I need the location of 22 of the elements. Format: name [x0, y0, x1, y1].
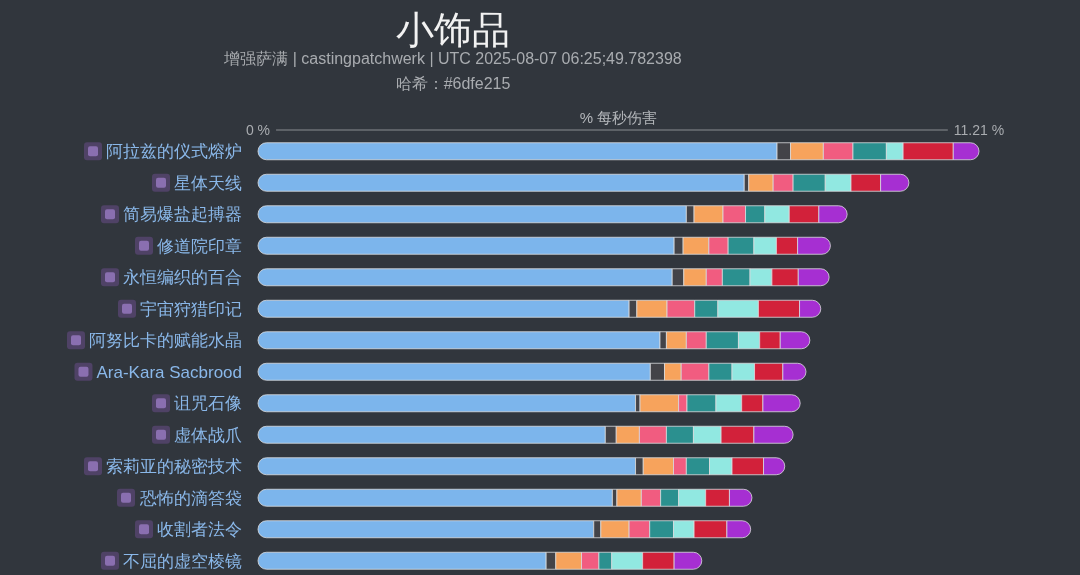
y-tick-label: 恐怖的滴答袋 — [139, 488, 242, 508]
x-tick-label: 11.21 % — [953, 122, 1005, 138]
y-tick-label: 修道院印章 — [157, 236, 242, 256]
y-tick-label: 阿努比卡的赋能水晶 — [89, 331, 242, 351]
y-tick-label: 不屈的虚空棱镜 — [123, 551, 242, 571]
bar — [257, 173, 745, 192]
y-tick-label: 永恒编织的百合 — [123, 268, 242, 288]
y-tick-label: Ara-Kara Sacbrood — [96, 362, 242, 382]
bar — [257, 394, 636, 413]
y-tick-label: 星体天线 — [174, 173, 242, 193]
y-tick-label: 阿拉兹的仪式熔炉 — [106, 142, 242, 162]
y-tick-label: 诅咒石像 — [174, 394, 242, 414]
x-axis-title: % 每秒伤害 — [579, 109, 658, 126]
y-tick-label: 收割者法令 — [157, 520, 242, 540]
y-tick-label: 简易爆盐起搏器 — [123, 205, 242, 225]
y-tick-label: 宇宙狩猎印记 — [140, 299, 242, 319]
bar — [257, 488, 613, 507]
chart-subtitle: 增强萨满 | castingpatchwerk | UTC 2025-08-07 06:25;49.782398 哈希：#6dfe215 — [223, 50, 682, 92]
y-tick-label: 索莉亚的秘密技术 — [106, 457, 242, 477]
y-tick-label: 虚体战爪 — [174, 425, 242, 445]
chart-title: 小饰品 — [396, 9, 510, 51]
x-tick-label: 0 % — [245, 122, 271, 138]
